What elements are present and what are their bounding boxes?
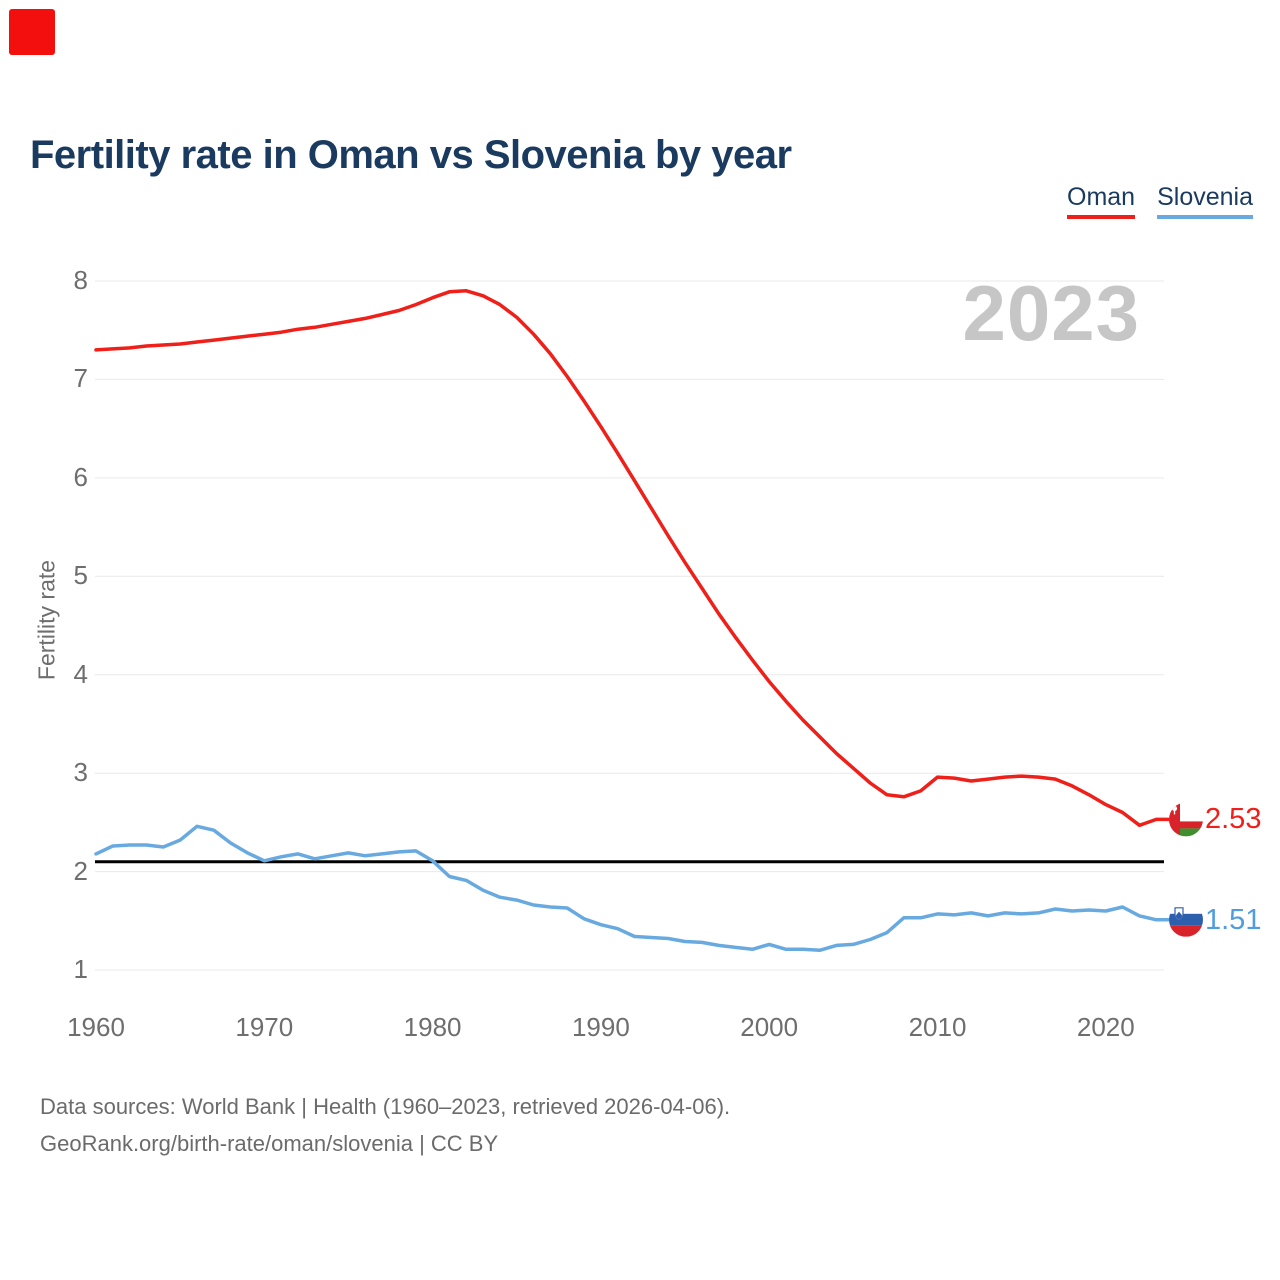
- x-tick-label: 2020: [1076, 1012, 1135, 1042]
- slovenia-flag-icon: [1169, 902, 1203, 937]
- x-tick-label: 2000: [740, 1012, 799, 1042]
- page-title: Fertility rate in Oman vs Slovenia by ye…: [30, 132, 792, 177]
- y-tick-label: 3: [73, 757, 88, 788]
- y-tick-label: 7: [73, 363, 88, 394]
- y-tick-label: 2: [73, 855, 88, 886]
- y-tick-label: 5: [73, 560, 88, 591]
- legend-label-oman: Oman: [1067, 183, 1136, 211]
- legend-underline-oman: [1067, 215, 1136, 219]
- oman-end-value-label: 2.53: [1205, 803, 1262, 836]
- legend-underline-slovenia: [1157, 215, 1253, 219]
- x-tick-label: 1970: [235, 1012, 294, 1042]
- y-tick-label: 1: [73, 954, 88, 984]
- year-watermark: 2023: [962, 269, 1140, 357]
- y-tick-label: 4: [73, 658, 88, 689]
- slovenia-end-value-label: 1.51: [1205, 903, 1262, 936]
- footer-attribution-line: GeoRank.org/birth-rate/oman/slovenia | C…: [40, 1131, 499, 1156]
- legend-label-slovenia: Slovenia: [1157, 183, 1253, 211]
- x-tick-label: 1980: [403, 1012, 462, 1042]
- corner-red-marker: [9, 9, 55, 55]
- x-tick-label: 1990: [571, 1012, 630, 1042]
- legend-item-slovenia[interactable]: Slovenia: [1157, 183, 1253, 226]
- x-tick-label: 2010: [908, 1012, 967, 1042]
- footer-sources-line: Data sources: World Bank | Health (1960–…: [40, 1094, 731, 1119]
- legend-item-oman[interactable]: Oman: [1067, 183, 1136, 226]
- x-tick-label: 1960: [67, 1012, 125, 1042]
- y-tick-label: 8: [73, 265, 88, 295]
- y-tick-label: 6: [73, 461, 88, 492]
- legend: Oman Slovenia: [1067, 183, 1253, 226]
- footer: Data sources: World Bank | Health (1960–…: [40, 1088, 730, 1162]
- oman-flag-icon: [1169, 802, 1203, 837]
